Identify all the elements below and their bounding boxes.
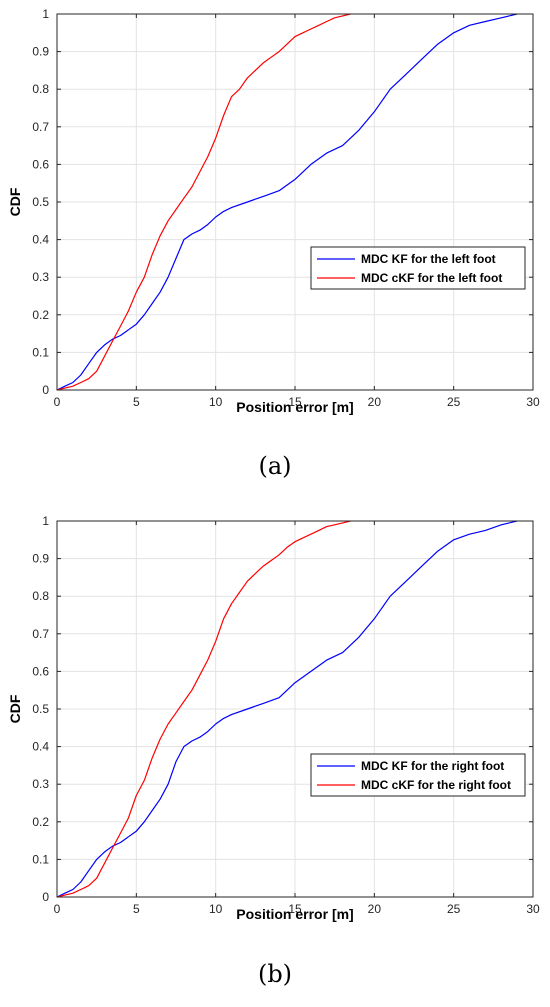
y-tick-label: 1 [42,514,49,528]
y-axis-label: CDF [7,187,23,216]
chart-panel-a: 0 5 10 15 20 25 30 0 0.1 0.2 0.3 0.4 0.5 0.6 0.7 0.8 0.9… [0,0,550,500]
cdf-chart-a: 0 5 10 15 20 25 30 0 0.1 0.2 0.3 0.4 0.5 0.6 0.7 0.8 0.9… [7,7,540,415]
y-tick-label: 0.6 [32,157,49,171]
x-tick-label: 30 [526,902,540,916]
y-tick-label: 0.9 [32,45,49,59]
x-tick-label: 0 [54,395,61,409]
series-line-1 [56,13,518,391]
chart-panel-b: 0 5 10 15 20 25 30 0 0.1 0.2 0.3 0.4 0.5 0.6 0.7 0.8 0.9… [0,507,550,1007]
y-tick-label: 0.1 [32,345,49,359]
y-tick-label: 0.5 [32,702,49,716]
y-tick-label: 0.4 [32,740,49,754]
y-tick-label: 0.1 [32,852,49,866]
legend-label: MDC KF for the right foot [361,759,504,773]
y-tick-label: 0.5 [32,195,49,209]
x-tick-label: 30 [526,395,540,409]
cdf-chart-b: 0 5 10 15 20 25 30 0 0.1 0.2 0.3 0.4 0.5 0.6 0.7 0.8 0.9… [7,514,540,922]
y-axis-label: CDF [7,694,23,723]
y-tick-label: 0.3 [32,270,49,284]
series-line-2 [56,520,351,898]
y-tick-label: 0.8 [32,589,49,603]
x-tick-label: 25 [447,902,461,916]
x-tick-label: 20 [368,395,382,409]
x-tick-label: 25 [447,395,461,409]
y-tick-label: 0 [42,383,49,397]
y-tick-label: 0.7 [32,120,49,134]
y-tick-label: 1 [42,7,49,21]
y-tick-label: 0.6 [32,664,49,678]
legend-box [310,753,526,797]
axes-box [56,520,534,898]
y-tick-label: 0.9 [32,552,49,566]
axes-box [56,13,534,391]
x-tick-label: 20 [368,902,382,916]
x-axis-label: Position error [m] [236,399,353,415]
series-line-2 [56,13,351,391]
legend: MDC KF for the left foot MDC cKF for the … [310,246,526,290]
legend: MDC KF for the right foot MDC cKF for the… [310,753,526,797]
legend-label: MDC KF for the left foot [361,252,496,266]
x-tick-label: 15 [288,395,302,409]
x-tick-label: 5 [133,902,140,916]
legend-label: MDC cKF for the right foot [361,778,511,792]
y-tick-label: 0 [42,890,49,904]
x-tick-label: 10 [209,395,223,409]
panel-label-b: (b) [257,960,293,988]
x-tick-label: 0 [54,902,61,916]
y-tick-label: 0.8 [32,82,49,96]
y-tick-label: 0.2 [32,815,49,829]
x-tick-label: 5 [133,395,140,409]
y-tick-label: 0.4 [32,233,49,247]
series-line-1 [56,520,518,898]
legend-label: MDC cKF for the left foot [361,271,502,285]
y-tick-label: 0.3 [32,777,49,791]
y-tick-label: 0.2 [32,308,49,322]
x-tick-label: 10 [209,902,223,916]
legend-box [310,246,526,290]
y-tick-label: 0.7 [32,627,49,641]
x-axis-label: Position error [m] [236,906,353,922]
panel-label-a: (a) [258,452,292,480]
x-tick-label: 15 [288,902,302,916]
